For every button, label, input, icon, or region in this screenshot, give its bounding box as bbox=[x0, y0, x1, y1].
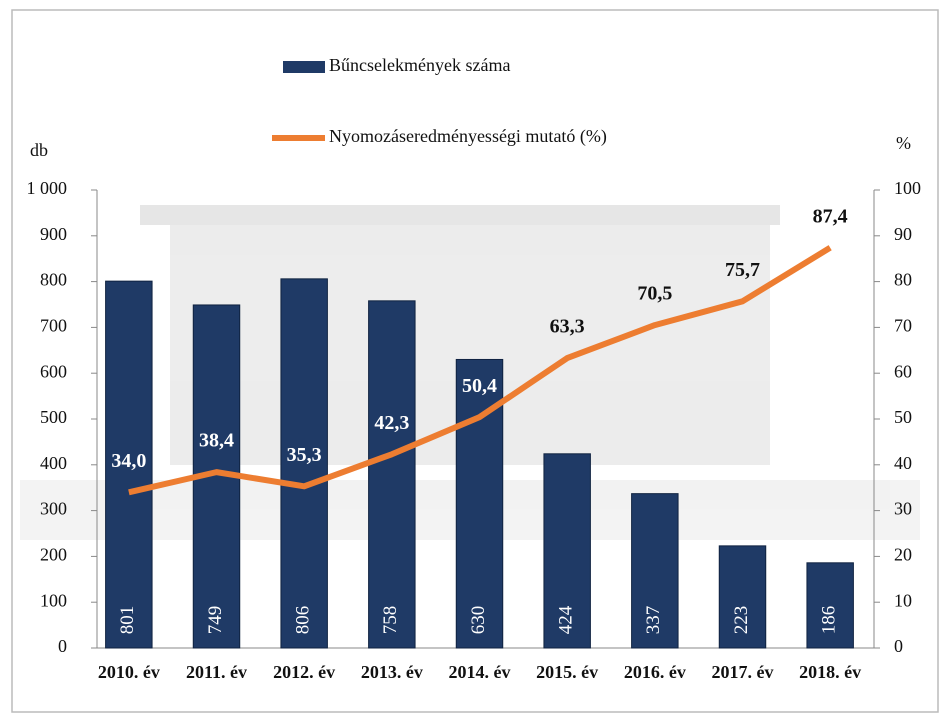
bar-value-label: 749 bbox=[205, 606, 226, 635]
line-value-label: 50,4 bbox=[462, 375, 497, 397]
y-tick-label: 700 bbox=[40, 316, 67, 336]
line-value-label: 70,5 bbox=[637, 283, 672, 305]
y-tick-label: 0 bbox=[58, 636, 67, 656]
y-tick-label: 900 bbox=[40, 224, 67, 244]
x-tick-label: 2011. év bbox=[186, 662, 247, 682]
y-tick-label: 800 bbox=[40, 270, 67, 290]
line-value-label: 42,3 bbox=[374, 412, 409, 434]
bar-value-label: 223 bbox=[731, 606, 752, 635]
x-tick-label: 2013. év bbox=[361, 662, 423, 682]
y2-tick-label: 20 bbox=[894, 545, 912, 565]
y-tick-label: 500 bbox=[40, 407, 67, 427]
line-value-label: 63,3 bbox=[550, 316, 585, 338]
y2-tick-label: 80 bbox=[894, 270, 912, 290]
line-value-label: 87,4 bbox=[813, 205, 848, 227]
y-tick-label: 600 bbox=[40, 361, 67, 381]
bar-value-label: 424 bbox=[556, 605, 577, 634]
y2-tick-label: 100 bbox=[894, 178, 921, 198]
y-tick-label: 200 bbox=[40, 545, 67, 565]
line-value-label: 38,4 bbox=[199, 430, 234, 452]
y-axis-label: db bbox=[30, 140, 48, 160]
bar-value-label: 801 bbox=[117, 606, 138, 635]
bar-value-label: 758 bbox=[380, 606, 401, 635]
bar bbox=[369, 301, 415, 648]
bar-value-label: 630 bbox=[468, 606, 489, 635]
x-tick-label: 2017. év bbox=[712, 662, 774, 682]
y2-tick-label: 90 bbox=[894, 224, 912, 244]
y2-axis-label: % bbox=[896, 133, 911, 153]
chart: db % 0 100 200 300 400 500 600 700 800 900 1 000 0 1… bbox=[0, 0, 943, 725]
y2-tick-label: 50 bbox=[894, 407, 912, 427]
legend-swatch bbox=[283, 61, 325, 73]
y2-tick-label: 30 bbox=[894, 499, 912, 519]
bar-value-label: 186 bbox=[819, 606, 840, 635]
y2-tick-label: 40 bbox=[894, 453, 912, 473]
x-tick-label: 2015. év bbox=[536, 662, 598, 682]
y2-tick-label: 60 bbox=[894, 361, 912, 381]
x-tick-label: 2010. év bbox=[98, 662, 160, 682]
y2-tick-label: 10 bbox=[894, 590, 912, 610]
y-tick-label: 100 bbox=[40, 590, 67, 610]
x-tick-label: 2018. év bbox=[799, 662, 861, 682]
legend-label: Bűncselekmények száma bbox=[329, 55, 510, 75]
line-value-label: 35,3 bbox=[287, 444, 322, 466]
line-value-label: 34,0 bbox=[111, 450, 146, 472]
x-tick-label: 2016. év bbox=[624, 662, 686, 682]
bar-value-label: 337 bbox=[643, 606, 664, 635]
x-tick-label: 2014. év bbox=[449, 662, 511, 682]
legend-label: Nyomozáseredményességi mutató (%) bbox=[329, 126, 607, 147]
y2-tick-label: 70 bbox=[894, 316, 912, 336]
y2-tick-label: 0 bbox=[894, 636, 903, 656]
x-tick-label: 2012. év bbox=[273, 662, 335, 682]
bar-value-label: 806 bbox=[293, 606, 314, 635]
page: {"chart_data": {"type": "bar", "y_label"… bbox=[0, 0, 943, 725]
line-value-label: 75,7 bbox=[725, 259, 760, 281]
y-tick-label: 400 bbox=[40, 453, 67, 473]
y-tick-label: 300 bbox=[40, 499, 67, 519]
y-tick-label: 1 000 bbox=[27, 178, 68, 198]
